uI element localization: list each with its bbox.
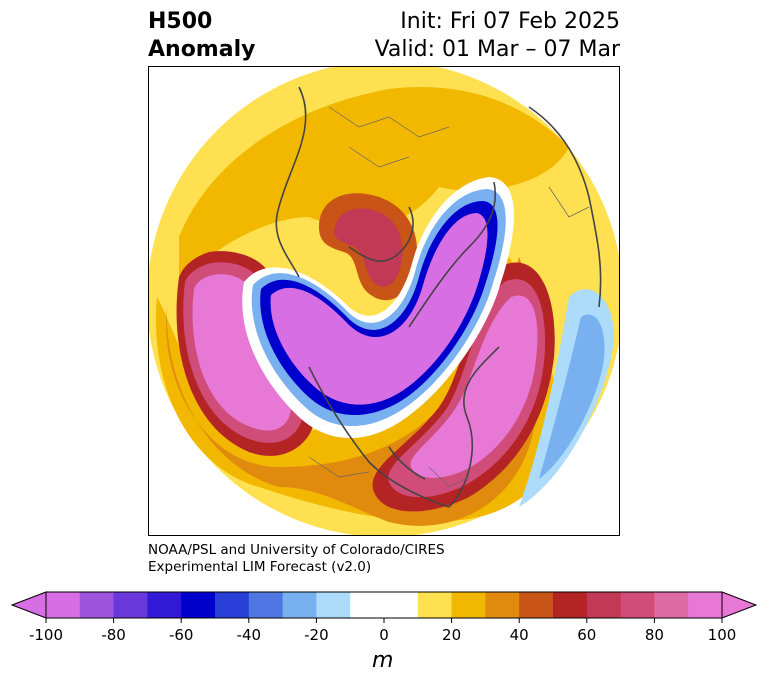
colorbar-tick-label: 40 [510,626,529,644]
colorbar-extend-max [721,591,758,619]
title-left: H500 Anomaly [148,8,255,64]
colorbar-tick-label: -40 [237,626,262,644]
init-date: Init: Fri 07 Feb 2025 [400,9,620,34]
anomaly-map [148,66,620,536]
colorbar-tick-label: 60 [577,626,596,644]
colorbar-ticks: -100 -80 -60 -40 -20 0 20 40 60 80 100 [29,618,736,644]
colorbar-tick-label: -80 [101,626,126,644]
north-positive-anomaly-core [333,208,403,287]
colorbar-segment [46,592,81,618]
polar-stereographic-map [149,67,619,535]
colorbar: -100 -80 -60 -40 -20 0 20 40 60 80 100 [10,591,758,644]
anomaly-30-band [179,86,569,288]
colorbar-segment [384,592,419,618]
colorbar-segment [485,592,520,618]
colorbar-segment [417,592,453,618]
colorbar-segment [451,592,486,618]
colorbar-segment [147,592,182,618]
colorbar-unit: m [372,648,394,673]
colorbar-segment [282,592,317,618]
colorbar-tick-label: 100 [708,626,737,644]
colorbar-segment [519,592,554,618]
colorbar-tick-label: -100 [29,626,63,644]
colorbar-segment [688,592,723,618]
valid-range: Valid: 01 Mar – 07 Mar [374,37,620,62]
colorbar-tick-label: 0 [379,626,389,644]
colorbar-segment [620,592,655,618]
atlantic-negative-anomaly-core [539,314,605,479]
title-anomaly: Anomaly [148,37,256,62]
country-borders [308,106,590,488]
credit-line-1: NOAA/PSL and University of Colorado/CIRE… [148,542,445,558]
colorbar-segment [248,592,284,618]
colorbar-segment [553,592,588,618]
colorbar-segment [586,592,622,618]
east-positive-anomaly-core [410,295,538,478]
colorbar-tick-label: 20 [442,626,461,644]
colorbar-segment [654,592,689,618]
coastlines [275,86,602,508]
west-positive-anomaly-core [192,274,292,431]
colorbar-tick-label: -20 [304,626,329,644]
colorbar-segments [10,591,758,619]
colorbar-segment [215,592,250,618]
colorbar-segment [113,592,148,618]
title-right: Init: Fri 07 Feb 2025 Valid: 01 Mar – 07… [375,8,620,64]
colorbar-segment [79,592,115,618]
colorbar-tick-label: 80 [645,626,664,644]
colorbar-segment [316,592,351,618]
colorbar-tick-label: -60 [169,626,194,644]
colorbar-extend-min [10,591,47,619]
colorbar-segment [350,592,385,618]
credit-text: NOAA/PSL and University of Colorado/CIRE… [148,542,445,576]
negative-anomaly-core [270,213,488,405]
credit-line-2: Experimental LIM Forecast (v2.0) [148,559,372,575]
colorbar-segment [181,592,216,618]
title-variable: H500 [148,9,213,34]
